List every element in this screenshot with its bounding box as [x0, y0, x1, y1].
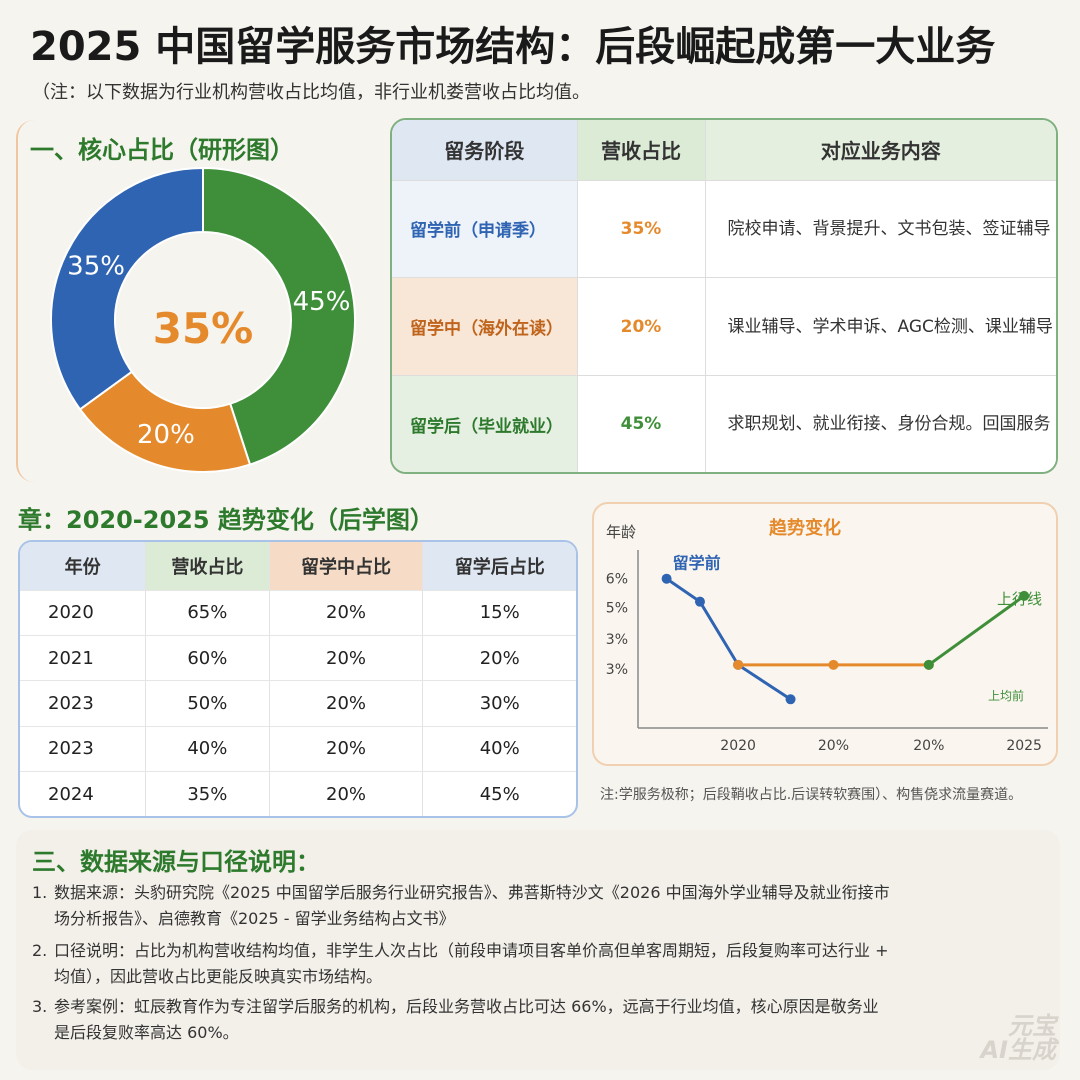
stage-name: 留学前（申请季） — [392, 179, 577, 278]
donut-slice-label: 45% — [293, 287, 351, 317]
source-item: 2. 口径说明：占比为机构营收结构均值，非学生人次占比（前段申请项目客单价高但单… — [32, 938, 892, 989]
y-tick-label: 5% — [606, 600, 628, 616]
trend-header-year: 年份 — [20, 542, 146, 590]
y-tick-label: 6% — [606, 572, 628, 588]
table-cell: 50% — [145, 680, 270, 727]
table-cell: 45% — [422, 771, 576, 816]
stage-row: 留学中（海外在读） 20% 课业辅导、学术申诉、AGC检测、课业辅导 — [392, 277, 1056, 376]
trend-table: 年份 营收占比 留学中占比 留学后占比 2020 65% 20% 15% 202… — [18, 540, 578, 818]
source-item: 3. 参考案例：虹辰教育作为专注留学后服务的机构，后段业务营收占比可达 66%，… — [32, 994, 892, 1045]
table-row: 2023 50% 20% 30% — [20, 680, 576, 727]
trend-header-revenue: 营收占比 — [145, 542, 270, 590]
source-text: 口径说明：占比为机构营收结构均值，非学生人次占比（前段申请项目客单价高但单客周期… — [54, 941, 889, 986]
watermark-line2: AI生成 — [980, 1036, 1056, 1064]
stage-content: 课业辅导、学术申诉、AGC检测、课业辅导 — [704, 277, 1056, 376]
section1-title: 一、核心占比（研形图） — [30, 136, 294, 164]
line-chart-panel — [592, 502, 1058, 766]
table-cell: 60% — [145, 634, 270, 681]
donut-slice-留学后 — [202, 166, 356, 466]
table-cell: 2023 — [20, 725, 146, 772]
table-cell: 20% — [268, 725, 423, 772]
source-number: 3. — [32, 997, 48, 1016]
y-tick-label: 3% — [606, 662, 628, 678]
section3-title: 三、数据来源与口径说明： — [32, 848, 320, 876]
line-point — [923, 659, 934, 670]
source-number: 2. — [32, 941, 48, 960]
chart-footnote: 注:学服务极称；后段鞘收占比.后误转软赛围）、构售侥求流量赛道。 — [600, 787, 1023, 803]
stage-row: 留学后（毕业就业） 45% 求职规划、就业衔接、身份合规。回国服务 — [392, 375, 1056, 472]
watermark-logo: 元宝 AI生成 — [980, 1014, 1056, 1062]
source-item: 1. 数据来源：头豹研究院《2025 中国留学后服务行业研究报告》、弗菩斯特沙文… — [32, 880, 892, 931]
donut-slice-留学前 — [50, 166, 204, 411]
table-cell: 2024 — [20, 771, 146, 816]
trend-header-during: 留学中占比 — [268, 542, 423, 590]
table-cell: 2021 — [20, 634, 146, 681]
x-tick-label: 20% — [913, 738, 944, 754]
stage-content: 院校申请、背景提升、文书包装、签证辅导 — [704, 179, 1056, 278]
stage-content: 求职规划、就业衔接、身份合规。回国服务 — [704, 375, 1056, 472]
y-tick-label: 3% — [606, 632, 628, 648]
source-text: 参考案例：虹辰教育作为专注留学后服务的机构，后段业务营收占比可达 66%，远高于… — [54, 997, 879, 1042]
table-cell: 20% — [268, 589, 423, 636]
table-row: 2024 35% 20% 45% — [20, 771, 576, 816]
sources-panel — [16, 830, 1060, 1070]
series-label-before: 留学前 — [673, 554, 721, 573]
x-tick-label: 2025 — [1006, 738, 1042, 754]
stage-header-pct: 营收占比 — [576, 120, 705, 180]
stage-pct: 20% — [576, 277, 705, 376]
table-cell: 20% — [268, 771, 423, 816]
table-cell: 20% — [268, 634, 423, 681]
line-series-2 — [927, 594, 1026, 667]
stage-name: 留学后（毕业就业） — [392, 375, 577, 472]
donut-chart: 45% 20% 35% 35% — [50, 166, 356, 473]
line-series-0 — [665, 577, 792, 701]
stage-header-stage: 留务阶段 — [392, 120, 577, 180]
stage-table: 留务阶段 营收占比 对应业务内容 留学前（申请季） 35% 院校申请、背景提升、… — [390, 118, 1058, 474]
table-cell: 2023 — [20, 680, 146, 727]
table-row: 2023 40% 20% 40% — [20, 725, 576, 772]
donut-slice-label: 20% — [137, 420, 195, 450]
line-point — [828, 659, 839, 670]
stage-pct: 45% — [576, 375, 705, 472]
donut-panel — [16, 120, 388, 482]
source-text: 数据来源：头豹研究院《2025 中国留学后服务行业研究报告》、弗菩斯特沙文《20… — [54, 883, 890, 928]
table-cell: 30% — [422, 680, 576, 727]
annotation-label: 上均前 — [988, 688, 1024, 703]
stage-pct: 35% — [576, 179, 705, 278]
line-chart-ylabel: 年龄 — [606, 523, 636, 541]
line-point — [661, 573, 672, 584]
trend-header-after: 留学后占比 — [422, 542, 576, 590]
table-cell: 20% — [422, 634, 576, 681]
table-cell: 35% — [145, 771, 270, 816]
section2-title: 章：2020-2025 趋势变化（后学图） — [18, 506, 434, 534]
stage-name: 留学中（海外在读） — [392, 277, 577, 376]
line-chart-title: 趋势变化 — [769, 517, 841, 539]
donut-slice-label: 35% — [67, 252, 125, 282]
page-note: （注：以下数据为行业机构营收占比均值，非行业机娄营收占比均值。 — [32, 82, 590, 103]
table-cell: 40% — [422, 725, 576, 772]
table-cell: 65% — [145, 589, 270, 636]
donut-center-label: 35% — [153, 304, 254, 353]
x-tick-label: 20% — [818, 738, 849, 754]
table-cell: 15% — [422, 589, 576, 636]
x-tick-label: 2020 — [720, 738, 756, 754]
page-title: 2025 中国留学服务市场结构：后段崛起成第一大业务 — [30, 24, 996, 70]
table-row: 2020 65% 20% 15% — [20, 589, 576, 636]
line-point — [694, 596, 705, 607]
series-label-up: 上行线 — [997, 590, 1042, 608]
line-point — [1019, 590, 1030, 601]
stage-header-content: 对应业务内容 — [704, 120, 1056, 180]
line-point — [733, 659, 744, 670]
line-point — [785, 694, 796, 705]
watermark-line1: 元宝 — [1008, 1012, 1056, 1040]
table-row: 2021 60% 20% 20% — [20, 634, 576, 681]
stage-row: 留学前（申请季） 35% 院校申请、背景提升、文书包装、签证辅导 — [392, 179, 1056, 278]
table-cell: 20% — [268, 680, 423, 727]
table-cell: 2020 — [20, 589, 146, 636]
source-number: 1. — [32, 883, 48, 902]
table-cell: 40% — [145, 725, 270, 772]
